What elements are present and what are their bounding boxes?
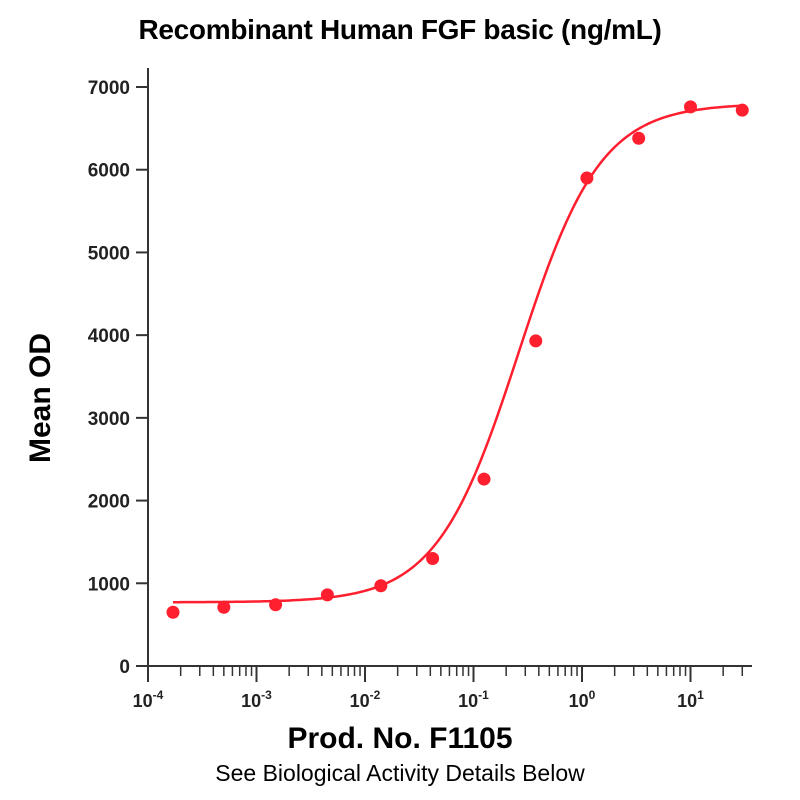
data-point: [477, 472, 491, 486]
axes: 0 1000 2000 3000 4000 5000 6000 7000 10-4 10-3 10-…: [88, 68, 752, 711]
data-point: [580, 171, 594, 185]
data-point: [529, 334, 543, 348]
x-tick-label: 100: [569, 688, 596, 711]
x-tick-label: 10-3: [241, 688, 272, 711]
y-tick-label: 5000: [88, 243, 130, 264]
y-tick-label: 4000: [88, 326, 130, 347]
data-point: [684, 100, 697, 114]
y-tick-label: 0: [119, 657, 130, 678]
x-tick-label: 10-4: [133, 688, 164, 711]
data-points: [166, 100, 749, 619]
data-point: [632, 131, 646, 145]
x-tick-label: 101: [677, 688, 704, 711]
x-tick-label: 10-1: [458, 688, 489, 711]
data-point: [166, 605, 180, 619]
fit-curve: [172, 104, 743, 604]
product-number: Prod. No. F1105: [287, 722, 513, 755]
y-tick-label: 1000: [88, 574, 130, 595]
y-tick-label: 7000: [88, 78, 130, 99]
footnote: See Biological Activity Details Below: [215, 760, 585, 786]
fit-curve-layer: [172, 104, 743, 604]
y-tick-label: 2000: [88, 492, 130, 513]
data-point: [374, 579, 388, 593]
x-tick-label: 10-2: [350, 688, 381, 711]
data-point: [426, 551, 440, 565]
chart-title: Recombinant Human FGF basic (ng/mL): [138, 14, 662, 45]
data-point: [217, 600, 231, 614]
y-tick-label: 6000: [88, 161, 130, 182]
data-point: [269, 598, 283, 612]
data-point: [320, 588, 334, 602]
y-tick-label: 3000: [88, 409, 130, 430]
data-point: [735, 103, 749, 117]
